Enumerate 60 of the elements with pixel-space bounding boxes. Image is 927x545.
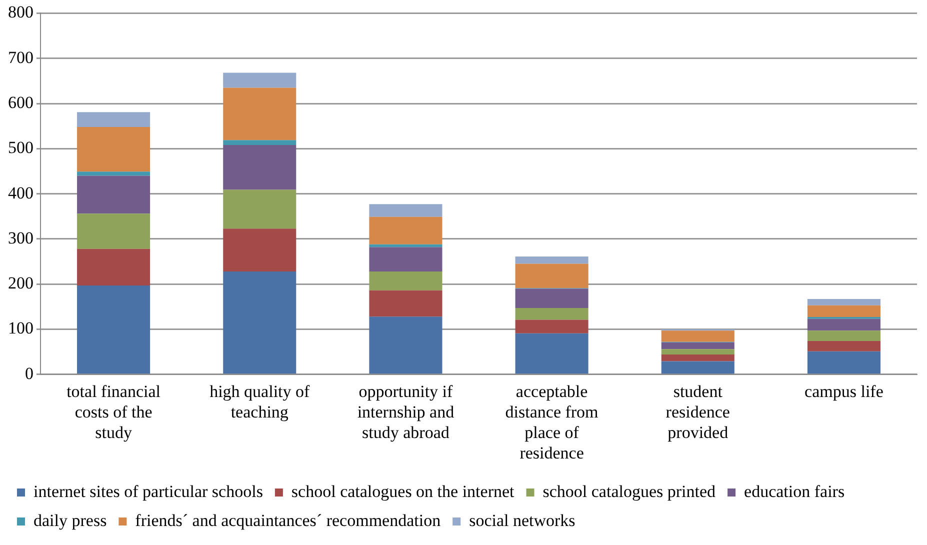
bar bbox=[369, 244, 442, 248]
bar bbox=[223, 72, 296, 88]
legend-label: social networks bbox=[469, 510, 576, 530]
bar bbox=[515, 320, 588, 334]
bar bbox=[77, 248, 150, 286]
legend-label: daily press bbox=[34, 510, 107, 530]
y-tick-label: 600 bbox=[8, 92, 34, 112]
bar bbox=[807, 305, 880, 318]
bar bbox=[515, 256, 588, 264]
legend-label: internet sites of particular schools bbox=[34, 482, 263, 501]
bar bbox=[807, 299, 880, 306]
bar bbox=[223, 145, 296, 190]
bar bbox=[807, 318, 880, 331]
bar bbox=[369, 204, 442, 217]
x-tick-label: campus life bbox=[804, 382, 884, 402]
bar bbox=[661, 354, 734, 362]
y-tick-label: 300 bbox=[8, 228, 34, 248]
bar bbox=[661, 349, 734, 355]
y-tick-label: 200 bbox=[8, 274, 34, 293]
bar bbox=[77, 176, 150, 214]
bar bbox=[515, 288, 588, 308]
bar bbox=[77, 214, 150, 249]
bar bbox=[515, 308, 588, 320]
bar bbox=[807, 330, 880, 341]
legend-label: school catalogues printed bbox=[542, 482, 716, 501]
bar bbox=[77, 285, 150, 374]
bar bbox=[223, 190, 296, 229]
legend-label: education fairs bbox=[744, 482, 845, 501]
bar bbox=[223, 228, 296, 272]
bar bbox=[661, 361, 734, 374]
bar bbox=[369, 271, 442, 290]
y-tick-label: 700 bbox=[8, 48, 34, 67]
bar bbox=[77, 112, 150, 127]
bar bbox=[369, 290, 442, 317]
y-tick-label: 500 bbox=[8, 138, 34, 158]
legend-label: school catalogues on the internet bbox=[291, 482, 515, 501]
x-tick-label: high quality of teaching bbox=[210, 382, 310, 422]
x-tick-label: acceptable distance from place of residence bbox=[505, 382, 598, 462]
x-tick-label: student residence provided bbox=[666, 382, 730, 442]
bar bbox=[807, 351, 880, 374]
bar bbox=[661, 342, 734, 350]
x-tick-label: opportunity if internship and study abroad bbox=[357, 382, 455, 442]
bar bbox=[223, 271, 296, 374]
bar bbox=[77, 172, 150, 176]
bar bbox=[77, 126, 150, 172]
x-tick-label: total financial costs of the study bbox=[66, 382, 161, 442]
bar bbox=[515, 264, 588, 288]
bar bbox=[369, 216, 442, 244]
bar bbox=[807, 340, 880, 352]
bar bbox=[369, 247, 442, 272]
bar bbox=[369, 316, 442, 374]
bar bbox=[661, 330, 734, 342]
y-tick-label: 800 bbox=[8, 2, 34, 22]
legend-label: friends´ and acquaintances´ recommendation bbox=[135, 510, 442, 530]
y-tick-label: 400 bbox=[8, 183, 34, 202]
bar bbox=[515, 333, 588, 374]
bar bbox=[223, 88, 296, 140]
y-tick-label: 100 bbox=[8, 318, 34, 338]
y-tick-label: 0 bbox=[25, 364, 34, 383]
bar bbox=[223, 140, 296, 146]
